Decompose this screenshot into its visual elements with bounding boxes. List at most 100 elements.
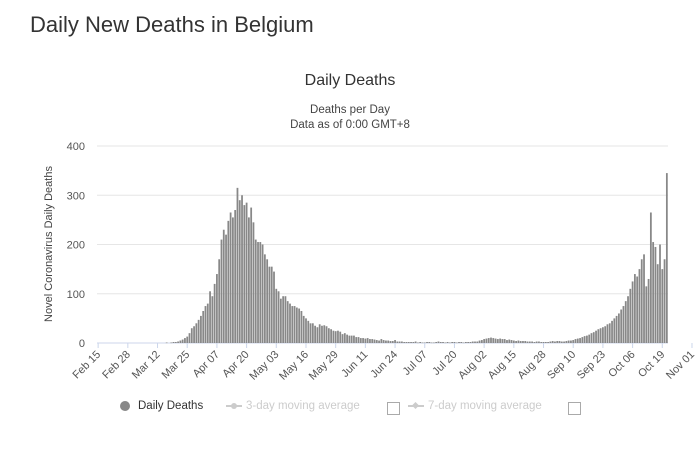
bar[interactable]	[206, 303, 209, 343]
bar[interactable]	[455, 342, 458, 344]
bar[interactable]	[366, 338, 369, 343]
bar[interactable]	[387, 340, 390, 343]
bar[interactable]	[248, 217, 250, 343]
bar[interactable]	[204, 306, 207, 343]
bar[interactable]	[631, 281, 634, 343]
bar[interactable]	[396, 341, 399, 343]
bar[interactable]	[652, 242, 655, 343]
bar[interactable]	[213, 283, 216, 343]
bar[interactable]	[540, 342, 543, 343]
bar[interactable]	[394, 340, 396, 343]
bar[interactable]	[389, 341, 392, 343]
bar[interactable]	[353, 335, 355, 343]
bar[interactable]	[403, 342, 406, 343]
bar[interactable]	[547, 342, 549, 343]
bar[interactable]	[357, 337, 360, 343]
bar[interactable]	[270, 266, 273, 343]
bar[interactable]	[633, 274, 636, 343]
bar[interactable]	[257, 242, 259, 343]
legend-item-7-day-average[interactable]: 7-day moving average	[408, 400, 542, 412]
bar[interactable]	[478, 340, 481, 343]
bar[interactable]	[471, 341, 474, 343]
bar[interactable]	[453, 342, 456, 343]
bar[interactable]	[606, 324, 609, 343]
bar[interactable]	[184, 338, 186, 343]
bar[interactable]	[165, 342, 168, 344]
bar[interactable]	[538, 341, 540, 343]
bar[interactable]	[232, 217, 234, 343]
bar[interactable]	[273, 271, 275, 343]
bar[interactable]	[574, 339, 577, 343]
bar[interactable]	[222, 229, 225, 343]
bar[interactable]	[469, 342, 472, 343]
bar[interactable]	[439, 342, 442, 343]
bar[interactable]	[579, 338, 581, 343]
bar[interactable]	[309, 323, 312, 343]
bar[interactable]	[643, 254, 645, 343]
bar[interactable]	[645, 286, 648, 343]
bar[interactable]	[174, 342, 177, 343]
bar[interactable]	[414, 341, 417, 343]
bar[interactable]	[433, 342, 435, 344]
bar[interactable]	[444, 342, 447, 344]
bar[interactable]	[442, 342, 444, 343]
checkbox-3-day-average[interactable]	[387, 402, 400, 415]
bar[interactable]	[293, 306, 296, 343]
bar[interactable]	[209, 291, 211, 343]
legend-item-daily-deaths[interactable]: Daily Deaths	[120, 400, 203, 412]
bar[interactable]	[316, 327, 319, 343]
bar[interactable]	[460, 342, 463, 343]
bar[interactable]	[170, 342, 173, 344]
bar[interactable]	[496, 339, 499, 343]
bar[interactable]	[227, 220, 230, 343]
bar[interactable]	[654, 246, 657, 343]
bar[interactable]	[519, 341, 522, 343]
bar[interactable]	[458, 342, 460, 343]
bar[interactable]	[412, 342, 415, 343]
bar[interactable]	[524, 341, 527, 343]
bar[interactable]	[476, 341, 479, 343]
bar[interactable]	[245, 202, 248, 343]
bar[interactable]	[243, 205, 246, 343]
bar[interactable]	[640, 259, 643, 343]
bar[interactable]	[638, 269, 641, 344]
bar[interactable]	[595, 330, 597, 343]
bar[interactable]	[570, 340, 572, 343]
bar[interactable]	[311, 323, 314, 343]
bar[interactable]	[202, 310, 205, 343]
bar[interactable]	[567, 340, 570, 343]
bar[interactable]	[323, 325, 326, 343]
bar[interactable]	[430, 342, 433, 344]
bar[interactable]	[407, 342, 410, 343]
bar[interactable]	[334, 331, 337, 343]
bar[interactable]	[665, 173, 668, 343]
bar[interactable]	[211, 296, 214, 343]
bar[interactable]	[275, 288, 278, 343]
bar[interactable]	[435, 342, 438, 343]
bar[interactable]	[305, 318, 307, 344]
bar[interactable]	[286, 301, 289, 343]
bar[interactable]	[426, 342, 428, 343]
bar[interactable]	[289, 303, 291, 343]
bar[interactable]	[282, 296, 285, 343]
bar[interactable]	[346, 334, 348, 343]
bar[interactable]	[252, 222, 255, 343]
bar[interactable]	[611, 320, 613, 343]
bar[interactable]	[197, 319, 200, 343]
bar[interactable]	[318, 324, 321, 343]
bar[interactable]	[604, 326, 607, 343]
bar[interactable]	[225, 234, 227, 343]
bar[interactable]	[599, 328, 602, 343]
bar[interactable]	[526, 341, 529, 343]
bar[interactable]	[241, 195, 243, 343]
bar[interactable]	[512, 340, 515, 343]
bar[interactable]	[314, 325, 317, 343]
bar[interactable]	[592, 332, 595, 343]
bar[interactable]	[327, 328, 330, 343]
bar[interactable]	[284, 296, 287, 343]
bar[interactable]	[549, 341, 552, 343]
bar[interactable]	[263, 254, 266, 343]
checkbox-7-day-average[interactable]	[568, 402, 581, 415]
bar[interactable]	[560, 341, 563, 343]
bar[interactable]	[522, 341, 524, 343]
